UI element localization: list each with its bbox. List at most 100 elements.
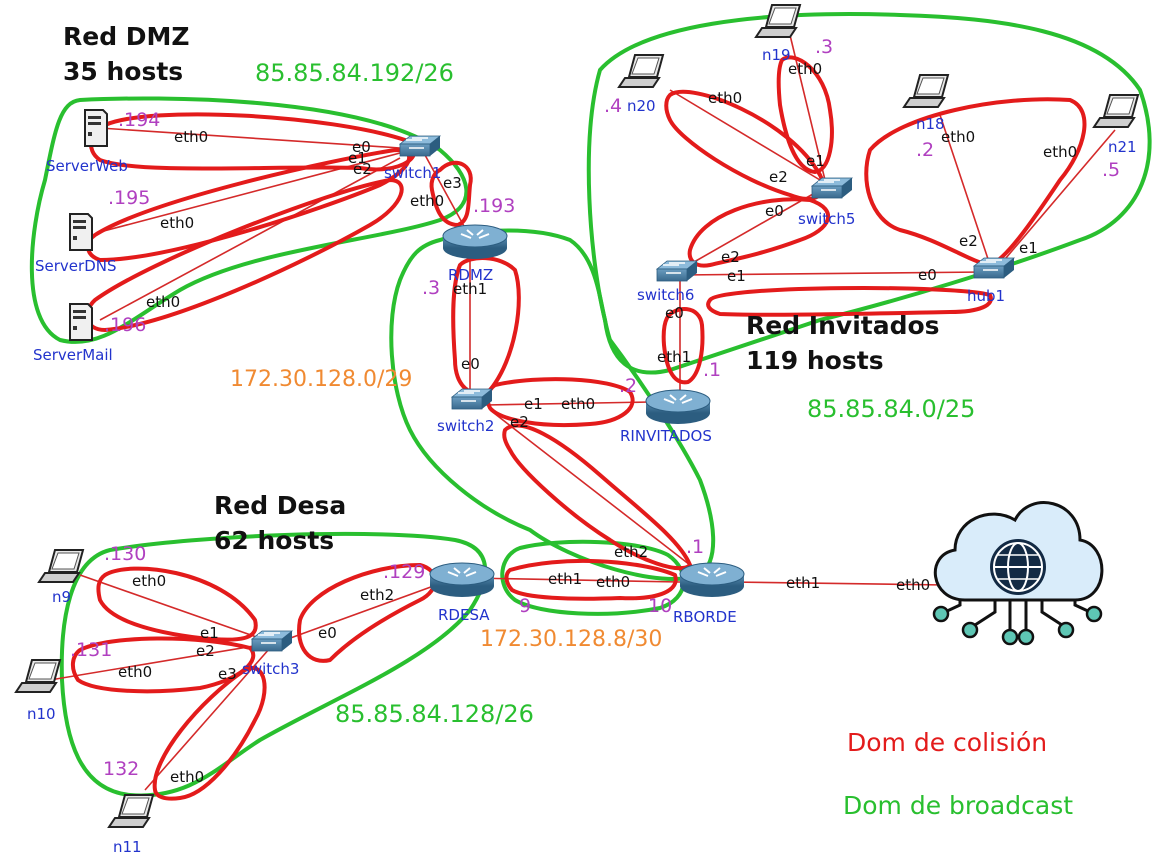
iface-e2-switch6: e2 <box>721 248 740 266</box>
n20-laptop-icon[interactable] <box>618 54 664 88</box>
iface-eth0-n10: eth0 <box>118 663 152 681</box>
hub1-label: hub1 <box>967 287 1005 305</box>
iface-e0-switch3: e0 <box>318 624 337 642</box>
serverweb-label: ServerWeb <box>46 157 128 175</box>
ip-rinvitados-in: .2 <box>619 375 637 397</box>
switch6-icon[interactable] <box>656 260 698 282</box>
iface-e1-switch3: e1 <box>200 624 219 642</box>
iface-eth0-rdmz: eth0 <box>410 192 444 210</box>
n10-laptop-icon[interactable] <box>15 659 61 693</box>
n9-laptop-icon[interactable] <box>38 549 84 583</box>
iface-e1-switch2: e1 <box>524 395 543 413</box>
serverdns-icon[interactable] <box>69 213 93 251</box>
collision-domains <box>71 55 1087 801</box>
iface-eth1-rdesa: eth1 <box>548 570 582 588</box>
n11-label: n11 <box>113 838 142 856</box>
n11-laptop-icon[interactable] <box>108 794 154 828</box>
rdmz-router-icon[interactable] <box>442 224 508 260</box>
legend-broadcast: Dom de broadcast <box>843 791 1073 820</box>
ip-n19: .3 <box>815 36 833 58</box>
switch5-icon[interactable] <box>811 177 853 199</box>
invitados-network-address: 85.85.84.0/25 <box>807 395 975 423</box>
rborde-router-icon[interactable] <box>679 562 745 598</box>
internet-cloud-icon <box>932 501 1104 646</box>
n20-label: n20 <box>627 97 656 115</box>
serverweb-icon[interactable] <box>84 109 108 147</box>
ip-n21: .5 <box>1102 159 1120 181</box>
iface-eth0-rborde: eth0 <box>596 573 630 591</box>
iface-eth2-rborde: eth2 <box>614 543 648 561</box>
core30-network-address: 172.30.128.8/30 <box>480 627 662 652</box>
servermail-label: ServerMail <box>33 346 113 364</box>
switch6-label: switch6 <box>637 286 694 304</box>
iface-eth0-serverweb: eth0 <box>174 128 208 146</box>
ip-n10: .131 <box>70 639 112 661</box>
rinvitados-router-icon[interactable] <box>645 389 711 425</box>
ip-rborde-in: .1 <box>686 536 704 558</box>
links <box>49 34 1116 791</box>
ip-rdesa: .129 <box>383 561 425 583</box>
rinvitados-label: RINVITADOS <box>620 427 712 445</box>
n18-label: n18 <box>916 115 945 133</box>
hub1-icon[interactable] <box>973 257 1015 279</box>
switch1-icon[interactable] <box>399 135 441 157</box>
rdesa-router-icon[interactable] <box>429 562 495 598</box>
iface-eth0-n21: eth0 <box>1043 143 1077 161</box>
iface-eth0-n11: eth0 <box>170 768 204 786</box>
iface-eth2-rdesa: eth2 <box>360 586 394 604</box>
switch3-label: switch3 <box>242 660 299 678</box>
iface-e0-hub1: e0 <box>918 266 937 284</box>
iface-eth1-rborde: eth1 <box>786 574 820 592</box>
ip-rdmz-out: .193 <box>473 195 515 217</box>
n10-label: n10 <box>27 705 56 723</box>
rborde-label: RBORDE <box>673 608 737 626</box>
iface-eth0-rinvitados: eth0 <box>561 395 595 413</box>
iface-eth1-rinvitados: eth1 <box>657 348 691 366</box>
dmz-title-line1: Red DMZ <box>63 22 190 51</box>
iface-eth0-n19: eth0 <box>788 60 822 78</box>
legend-collision: Dom de colisión <box>847 728 1047 757</box>
broadcast-domain-dmz <box>29 96 469 344</box>
iface-e1-switch6: e1 <box>727 267 746 285</box>
ip-n11: 132 <box>103 758 139 780</box>
n21-label: n21 <box>1108 138 1137 156</box>
iface-eth1-rdmz: eth1 <box>453 280 487 298</box>
invitados-title-line2: 119 hosts <box>746 346 884 375</box>
ip-rborde-10: 10 <box>648 595 672 617</box>
iface-e3-switch3: e3 <box>218 665 237 683</box>
iface-e0-switch1: e0 <box>352 138 371 156</box>
n21-laptop-icon[interactable] <box>1093 94 1139 128</box>
switch2-label: switch2 <box>437 417 494 435</box>
broadcast-domain-desa <box>59 531 488 798</box>
switch5-label: switch5 <box>798 210 855 228</box>
iface-e2-switch3: e2 <box>196 642 215 660</box>
iface-e1-switch5: e1 <box>806 152 825 170</box>
core29-network-address: 172.30.128.0/29 <box>230 367 412 392</box>
ip-rdesa-9: 9 <box>519 595 531 617</box>
iface-e0-switch5: e0 <box>765 202 784 220</box>
n9-label: n9 <box>52 588 71 606</box>
rdesa-label: RDESA <box>438 606 490 624</box>
iface-e2-hub1: e2 <box>959 232 978 250</box>
iface-e3-switch1: e3 <box>443 174 462 192</box>
n19-label: n19 <box>762 46 791 64</box>
desa-network-address: 85.85.84.128/26 <box>335 700 534 728</box>
switch2-icon[interactable] <box>451 388 493 410</box>
servermail-icon[interactable] <box>69 303 93 341</box>
iface-e0-switch6: e0 <box>665 304 684 322</box>
ip-n9: .130 <box>104 543 146 565</box>
n18-laptop-icon[interactable] <box>903 74 949 108</box>
switch3-icon[interactable] <box>251 630 293 652</box>
n19-laptop-icon[interactable] <box>755 4 801 38</box>
desa-title-line1: Red Desa <box>214 491 346 520</box>
iface-eth0-servermail: eth0 <box>146 293 180 311</box>
iface-e2-switch2: e2 <box>510 413 529 431</box>
iface-e2-switch5: e2 <box>769 168 788 186</box>
dmz-network-address: 85.85.84.192/26 <box>255 59 454 87</box>
ip-serverweb: .194 <box>118 109 160 131</box>
ip-n18: .2 <box>916 139 934 161</box>
ip-serverdns: .195 <box>108 187 150 209</box>
iface-eth0-serverdns: eth0 <box>160 214 194 232</box>
ip-rdmz-in: .3 <box>422 277 440 299</box>
ip-n20: .4 <box>604 95 622 117</box>
